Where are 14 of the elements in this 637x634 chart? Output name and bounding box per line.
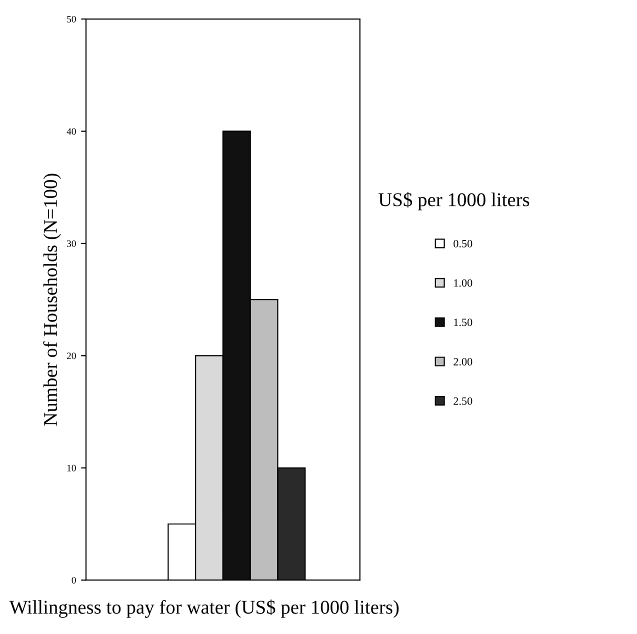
legend-label: 2.00	[454, 358, 472, 366]
y-tick-label: 0	[72, 577, 76, 584]
legend-label: 1.00	[454, 279, 472, 287]
y-tick-label: 40	[66, 128, 76, 135]
y-tick-label: 50	[67, 16, 76, 22]
legend-title: US$ per 1000 liters	[378, 192, 530, 210]
y-tick-label: 30	[67, 240, 76, 247]
legend-label: 0.50	[454, 240, 472, 248]
legend-label: 2.50	[454, 397, 472, 405]
y-tick-label: 10	[67, 464, 76, 472]
y-axis-title: Number of Households (N=100)	[43, 174, 61, 426]
y-tick-label: 20	[66, 352, 76, 360]
legend-label: 1.50	[454, 318, 472, 326]
x-axis-title: Willingness to pay for water (US$ per 1000 liters)	[9, 600, 399, 618]
